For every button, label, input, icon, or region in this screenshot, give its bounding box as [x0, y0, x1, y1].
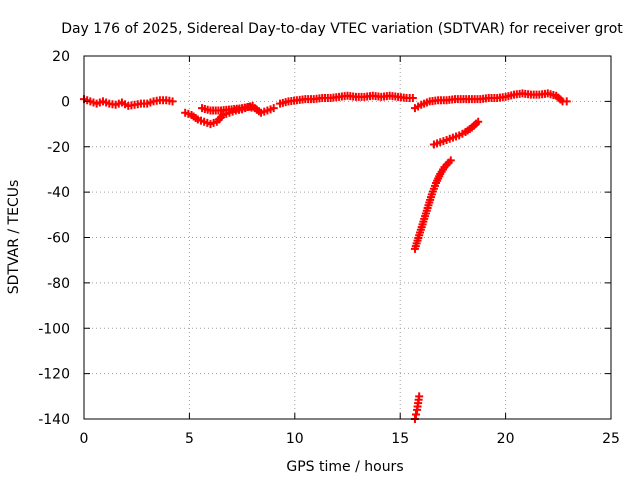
x-tick-label: 15: [391, 431, 409, 447]
series-2: [198, 101, 257, 115]
y-tick-label: 0: [61, 94, 70, 110]
series-6: [410, 156, 455, 253]
data-point: [562, 97, 571, 106]
x-tick-label: 20: [497, 431, 515, 447]
data-point: [474, 117, 483, 126]
axis-ticks: 0 5 10 15 20 25 20 0 -20 -40 -60 -80 -100 -120 -140: [38, 49, 620, 447]
y-tick-label: -100: [38, 321, 70, 337]
y-tick-label: -60: [47, 231, 70, 247]
series-4: [410, 89, 571, 113]
y-tick-label: -40: [47, 185, 70, 201]
series-7: [410, 392, 424, 423]
plot-frame: [83, 55, 612, 420]
data-points: [80, 89, 571, 423]
x-tick-label: 10: [286, 431, 304, 447]
data-point: [168, 97, 177, 106]
series-3: [276, 91, 417, 108]
data-point: [415, 392, 424, 401]
y-tick-label: -140: [38, 412, 70, 428]
x-tick-label: 0: [80, 431, 89, 447]
grid: [84, 56, 611, 419]
chart-title: Day 176 of 2025, Sidereal Day-to-day VTE…: [61, 21, 623, 37]
data-point: [412, 410, 421, 419]
data-point: [269, 104, 278, 113]
data-point: [446, 156, 455, 165]
y-axis-label: SDTVAR / TECUs: [6, 180, 22, 295]
series-0: [80, 95, 177, 110]
y-tick-label: -80: [47, 276, 70, 292]
x-tick-label: 25: [602, 431, 620, 447]
x-tick-label: 5: [185, 431, 194, 447]
data-point: [248, 101, 257, 110]
series-5: [429, 117, 483, 149]
data-point: [408, 93, 417, 102]
y-tick-label: -120: [38, 367, 70, 383]
y-tick-label: -20: [47, 140, 70, 156]
y-tick-label: 20: [52, 49, 70, 65]
x-axis-label: GPS time / hours: [286, 459, 403, 475]
